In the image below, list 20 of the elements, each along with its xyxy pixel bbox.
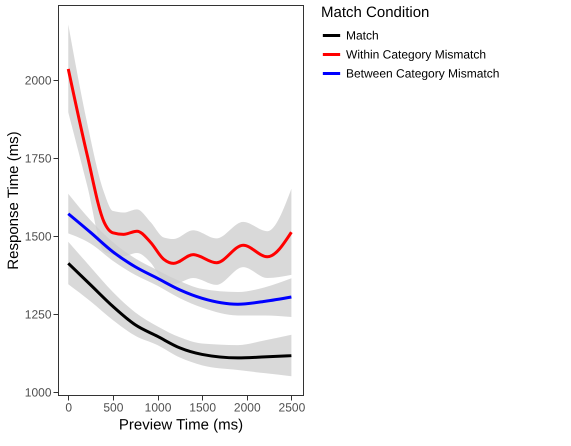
x-tick-label: 1000 <box>144 400 172 414</box>
x-tick-label: 2000 <box>234 400 261 414</box>
y-tick-label: 1000 <box>24 385 52 400</box>
line-series <box>66 212 293 306</box>
y-tick-label: 1500 <box>24 229 52 244</box>
x-tick-label: 0 <box>65 400 72 414</box>
line-series <box>66 262 293 360</box>
y-axis-title: Response Time (ms) <box>4 131 22 270</box>
legend-label: Match <box>346 28 379 42</box>
y-tick-label: 1250 <box>24 307 52 322</box>
y-tick-label: 1750 <box>24 151 52 166</box>
x-tick-label: 2500 <box>278 400 306 414</box>
y-tick-label: 2000 <box>24 73 52 88</box>
x-tick-label: 500 <box>103 400 124 414</box>
legend-label: Between Category Mismatch <box>346 66 500 80</box>
x-tick-label: 1500 <box>189 400 216 414</box>
legend-label: Within Category Mismatch <box>346 48 486 62</box>
line-series <box>66 67 293 265</box>
legend-title: Match Condition <box>321 4 430 21</box>
x-axis-title: Preview Time (ms) <box>118 416 244 434</box>
